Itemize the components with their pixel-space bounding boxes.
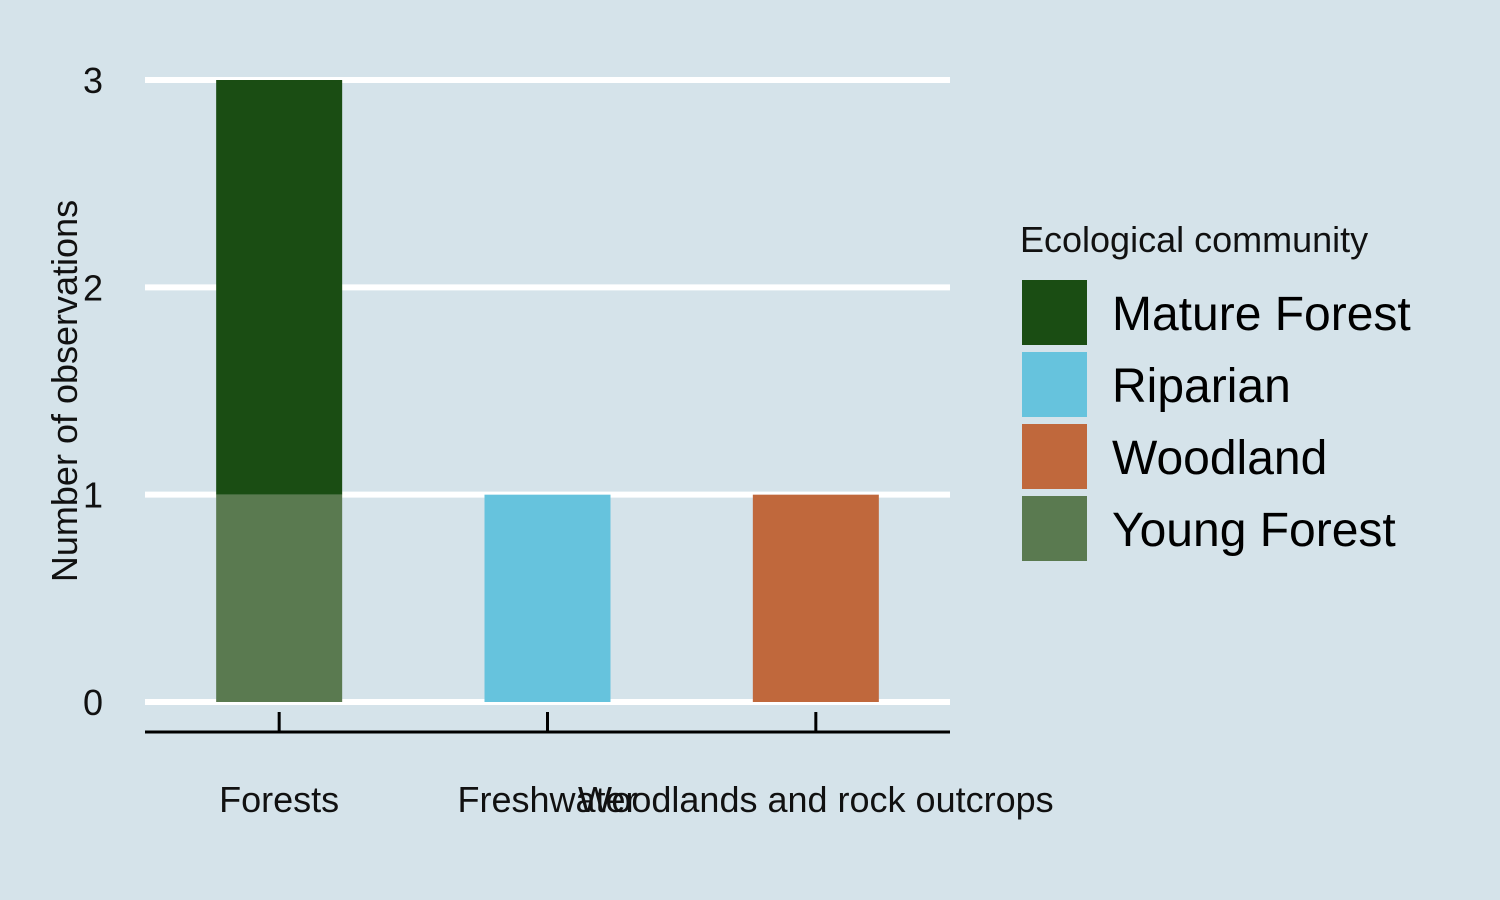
x-tick-label: Forests xyxy=(219,779,339,820)
bar-young-forest xyxy=(216,494,343,702)
legend-swatch xyxy=(1022,280,1087,345)
legend-label: Riparian xyxy=(1112,360,1291,413)
bar-riparian xyxy=(484,494,611,702)
legend-label: Woodland xyxy=(1112,432,1327,485)
x-tick-label: Woodlands and rock outcrops xyxy=(578,779,1054,820)
legend-swatch xyxy=(1022,352,1087,417)
bars xyxy=(216,80,879,702)
y-axis-title: Number of observations xyxy=(44,200,85,582)
legend-swatch xyxy=(1022,424,1087,489)
bar-mature-forest xyxy=(216,80,343,495)
legend: Ecological community Mature Forest Ripari… xyxy=(1020,219,1411,561)
legend-label: Mature Forest xyxy=(1112,288,1411,341)
y-tick-label: 2 xyxy=(83,267,103,308)
legend-title: Ecological community xyxy=(1020,219,1368,260)
y-tick-label: 3 xyxy=(83,60,103,101)
x-tick-label: Freshwater xyxy=(457,779,637,820)
y-tick-label: 0 xyxy=(83,682,103,723)
legend-label: Young Forest xyxy=(1112,504,1396,557)
y-axis: 0 1 2 3 xyxy=(83,60,103,723)
y-tick-label: 1 xyxy=(83,475,103,516)
legend-swatch xyxy=(1022,496,1087,561)
bar-woodland xyxy=(752,494,879,702)
